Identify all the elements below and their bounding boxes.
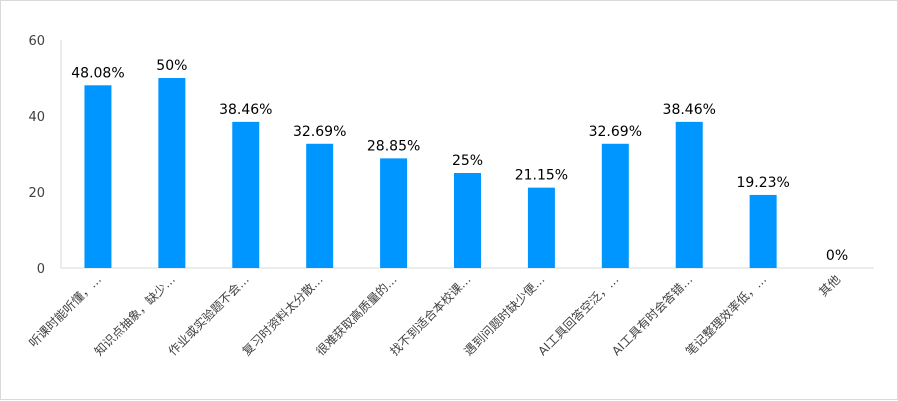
category-label: 其他 [816,272,843,299]
data-label: 38.46% [219,102,272,118]
y-tick-label: 20 [28,186,45,201]
category-label: 作业或实验题不会… [165,272,252,359]
category-label: AI工具回答空泛，… [535,272,622,359]
bar [158,78,186,268]
category-label: 找不到适合本校课… [387,272,474,359]
category-label: 知识点抽象，缺少… [91,272,178,359]
category-label: AI工具有时会答错… [609,272,696,359]
data-label: 32.69% [589,124,642,140]
bar [601,143,629,268]
bar [380,158,408,268]
category-label: 很难获取高质量的… [313,272,400,359]
bar [454,173,481,268]
bar [749,194,777,268]
data-label: 19.23% [736,175,789,191]
y-tick-label: 40 [28,110,45,125]
data-labels: 48.08% 50% 38.46% 32.69% 28.85% 25% 21.15% 32.6… [71,58,848,264]
data-label: 21.15% [515,168,568,184]
data-label: 48.08% [71,65,124,81]
y-tick-label: 0 [37,262,45,277]
bar [675,121,703,269]
category-label: 笔记整理效率低，… [682,272,769,359]
data-label: 28.85% [367,138,420,154]
category-label: 复习时资料太分散… [239,272,326,359]
data-label: 25% [452,153,483,169]
category-label: 遇到问题时缺少便… [461,272,548,359]
bar [84,85,112,269]
bar [306,143,334,268]
bar [527,187,555,268]
data-label: 50% [156,58,187,74]
bars [84,78,777,269]
bar [232,121,260,269]
data-label: 32.69% [293,124,346,140]
category-label: 听课时能听懂，… [26,272,104,350]
data-label: 38.46% [663,102,716,118]
category-labels: 听课时能听懂，…知识点抽象，缺少…作业或实验题不会…复习时资料太分散…很难获取高… [26,272,843,359]
data-label: 0% [826,248,848,264]
y-tick-label: 60 [28,34,45,49]
